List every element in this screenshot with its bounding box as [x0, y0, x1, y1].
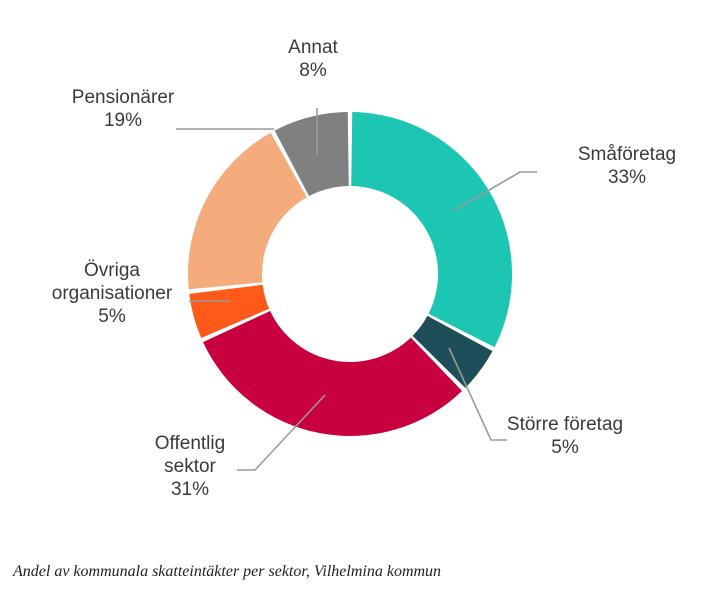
leader-line-smaforetag	[454, 171, 537, 211]
slice-name-text: Offentlig	[155, 433, 225, 454]
leader-line-offentlig-sektor	[237, 394, 326, 471]
slice-name-text: Annat	[288, 37, 338, 58]
donut-slice-pensionarer	[188, 132, 307, 290]
data-label-ovriga-organisationer: Övriga organisationer 5%	[52, 260, 173, 327]
slice-name-text: organisationer	[52, 283, 173, 304]
slice-name-text: Småföretag	[578, 144, 676, 165]
data-label-smaforetag: Småföretag 33%	[578, 144, 676, 188]
data-label-storre-foretag: Större företag 5%	[507, 414, 623, 458]
data-label-pensionarer: Pensionärer 19%	[72, 87, 175, 131]
slice-value-text: 19%	[104, 110, 142, 131]
data-label-offentlig-sektor: Offentlig sektor 31%	[155, 433, 225, 500]
slice-value-text: 33%	[608, 167, 646, 188]
donut-slice-smaforetag	[351, 112, 512, 348]
slice-value-text: 31%	[171, 479, 209, 500]
donut-slice-ovriga-organisationer	[189, 284, 270, 338]
chart-caption: Andel av kommunala skatteintäkter per se…	[13, 563, 442, 580]
data-label-annat: Annat 8%	[288, 37, 338, 81]
slice-name-text: Större företag	[507, 414, 623, 435]
donut-slice-annat	[274, 112, 349, 197]
leader-line-storre-foretag	[448, 347, 507, 441]
donut-slice-offentlig-sektor	[203, 310, 463, 436]
slice-value-text: 8%	[299, 60, 327, 81]
slice-name-text: sektor	[164, 456, 216, 477]
slice-value-text: 5%	[98, 306, 126, 327]
donut-slice-storre-foretag	[412, 315, 493, 388]
slice-name-text: Pensionärer	[72, 87, 175, 108]
slice-name-text: Övriga	[84, 260, 140, 281]
slice-value-text: 5%	[551, 437, 579, 458]
